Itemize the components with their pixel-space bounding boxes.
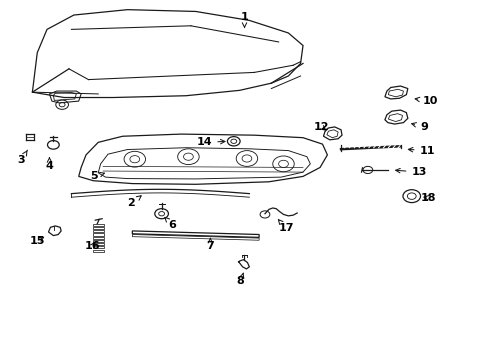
Text: 16: 16 bbox=[84, 241, 100, 251]
Text: 7: 7 bbox=[206, 238, 214, 251]
Text: 17: 17 bbox=[278, 220, 293, 233]
Text: 13: 13 bbox=[395, 167, 426, 177]
Text: 12: 12 bbox=[313, 122, 328, 132]
Text: 8: 8 bbox=[236, 273, 244, 286]
Text: 10: 10 bbox=[414, 96, 438, 106]
Text: 3: 3 bbox=[18, 150, 27, 165]
Text: 1: 1 bbox=[240, 12, 248, 28]
Text: 2: 2 bbox=[127, 196, 141, 208]
Text: 5: 5 bbox=[90, 171, 104, 181]
Text: 9: 9 bbox=[411, 122, 427, 132]
Text: 4: 4 bbox=[45, 158, 53, 171]
Text: 14: 14 bbox=[196, 138, 224, 147]
Text: 18: 18 bbox=[420, 193, 436, 203]
Text: 15: 15 bbox=[29, 236, 45, 246]
Text: 11: 11 bbox=[407, 145, 434, 156]
Text: 6: 6 bbox=[164, 217, 176, 230]
